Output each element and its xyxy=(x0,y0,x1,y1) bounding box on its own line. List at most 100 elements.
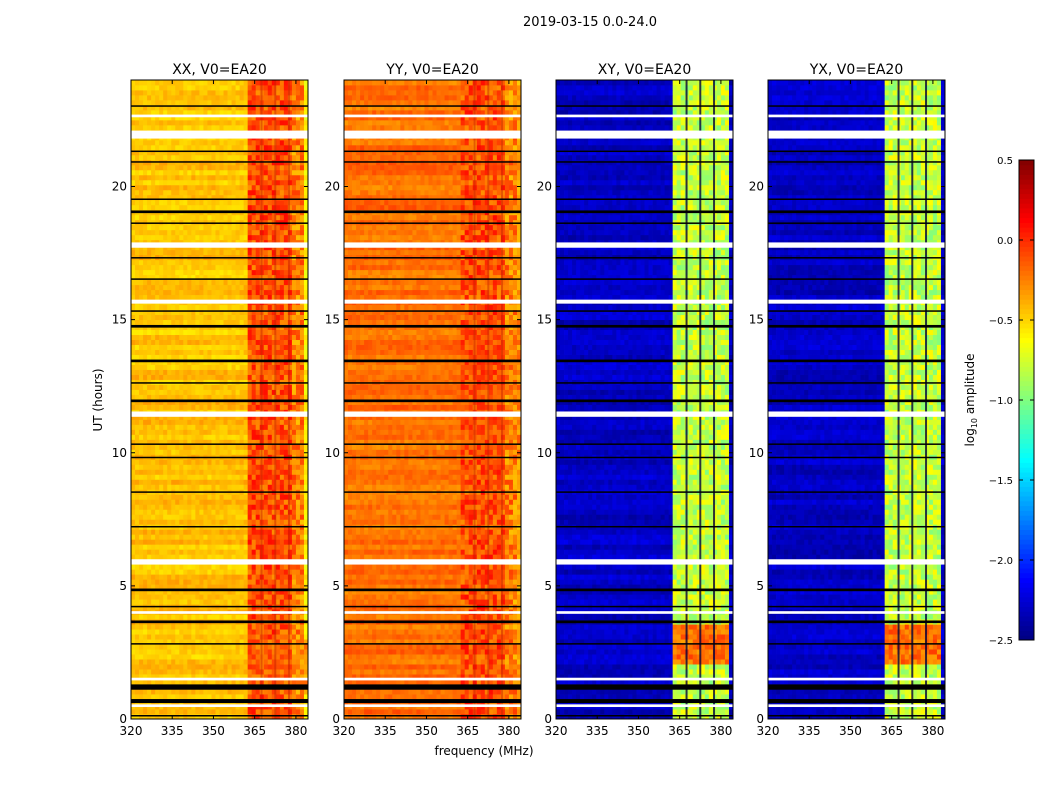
heatmap-cell xyxy=(147,264,152,271)
heatmap-cell xyxy=(175,444,180,450)
heatmap-cell xyxy=(263,374,269,380)
heatmap-cell xyxy=(231,679,236,685)
heatmap-cell xyxy=(255,314,261,321)
heatmap-cell xyxy=(147,224,152,231)
heatmap-cell xyxy=(247,499,253,505)
heatmap-cell xyxy=(235,614,241,620)
heatmap-cell xyxy=(219,544,224,550)
heatmap-cell xyxy=(239,264,245,271)
heatmap-cell xyxy=(179,584,184,590)
heatmap-cell xyxy=(239,424,245,430)
heatmap-cell xyxy=(179,599,184,605)
heatmap-cell xyxy=(203,444,208,450)
heatmap-cell xyxy=(183,514,188,520)
heatmap-cell xyxy=(263,529,269,535)
heatmap-cell xyxy=(299,564,305,570)
heatmap-cell xyxy=(291,434,297,440)
heatmap-cell xyxy=(251,394,257,400)
heatmap-cell xyxy=(155,314,160,321)
heatmap-cell xyxy=(287,364,293,370)
heatmap-cell xyxy=(179,479,184,485)
heatmap-cell xyxy=(299,214,305,221)
heatmap-cell xyxy=(207,204,212,211)
heatmap-cell xyxy=(199,314,204,321)
heatmap-cell xyxy=(267,189,273,196)
heatmap-cell xyxy=(267,564,273,570)
heatmap-cell xyxy=(247,469,253,475)
heatmap-cell xyxy=(175,274,180,281)
heatmap-cell xyxy=(231,274,236,281)
heatmap-cell xyxy=(143,589,148,595)
heatmap-cell xyxy=(235,439,241,445)
heatmap-cell xyxy=(135,574,140,580)
heatmap-cell xyxy=(299,644,305,650)
heatmap-cell xyxy=(203,189,208,196)
heatmap-cell xyxy=(159,354,164,360)
heatmap-cell xyxy=(235,399,241,405)
heatmap-cell xyxy=(247,424,253,430)
heatmap-cell xyxy=(215,579,220,585)
heatmap-cell xyxy=(203,314,208,321)
heatmap-cell xyxy=(219,509,224,515)
heatmap-cell xyxy=(207,399,212,405)
heatmap-cell xyxy=(239,304,245,311)
heatmap-cell xyxy=(143,304,148,311)
heatmap-cell xyxy=(219,334,224,340)
heatmap-cell xyxy=(151,364,156,370)
heatmap-cell xyxy=(287,549,293,555)
heatmap-cell xyxy=(243,404,249,410)
heatmap-cell xyxy=(183,304,188,311)
heatmap-cell xyxy=(279,334,285,340)
heatmap-cell xyxy=(247,319,253,326)
heatmap-cell xyxy=(139,189,144,196)
heatmap-cell xyxy=(199,509,204,515)
heatmap-cell xyxy=(175,434,180,440)
heatmap-cell xyxy=(287,179,293,186)
heatmap-cell xyxy=(271,519,277,525)
heatmap-cell xyxy=(195,594,200,600)
heatmap-cell xyxy=(231,564,236,570)
heatmap-cell xyxy=(179,714,184,720)
heatmap-cell xyxy=(175,214,180,221)
heatmap-cell xyxy=(275,274,281,281)
heatmap-cell xyxy=(175,304,180,311)
heatmap-cell xyxy=(275,179,281,186)
heatmap-cell xyxy=(235,424,241,430)
heatmap-cell xyxy=(219,529,224,535)
heatmap-cell xyxy=(131,499,136,505)
heatmap-cell xyxy=(223,469,228,475)
heatmap-cell xyxy=(291,554,297,560)
heatmap-cell xyxy=(223,224,228,231)
heatmap-cell xyxy=(191,269,196,276)
heatmap-cell xyxy=(175,689,180,695)
heatmap-cell xyxy=(139,709,144,715)
heatmap-cell xyxy=(195,634,200,640)
heatmap-cell xyxy=(303,289,309,296)
heatmap-cell xyxy=(215,274,220,281)
heatmap-cell xyxy=(299,269,305,276)
heatmap-cell xyxy=(175,329,180,335)
heatmap-cell xyxy=(239,349,245,355)
heatmap-cell xyxy=(203,554,208,560)
heatmap-cell xyxy=(163,179,168,186)
heatmap-cell xyxy=(287,654,293,660)
heatmap-cell xyxy=(195,314,200,321)
heatmap-cell xyxy=(219,534,224,540)
heatmap-cell xyxy=(243,259,249,266)
heatmap-cell xyxy=(211,204,216,211)
heatmap-cell xyxy=(199,234,204,241)
heatmap-cell xyxy=(263,644,269,650)
heatmap-cell xyxy=(299,319,305,326)
heatmap-cell xyxy=(239,429,245,435)
heatmap-cell xyxy=(239,534,245,540)
heatmap-cell xyxy=(195,529,200,535)
heatmap-cell xyxy=(299,624,305,630)
heatmap-cell xyxy=(211,469,216,475)
heatmap-cell xyxy=(179,679,184,685)
heatmap-cell xyxy=(215,709,220,715)
heatmap-cell xyxy=(131,414,136,420)
heatmap-cell xyxy=(251,434,257,440)
heatmap-cell xyxy=(239,579,245,585)
heatmap-cell xyxy=(175,349,180,355)
heatmap-cell xyxy=(155,429,160,435)
